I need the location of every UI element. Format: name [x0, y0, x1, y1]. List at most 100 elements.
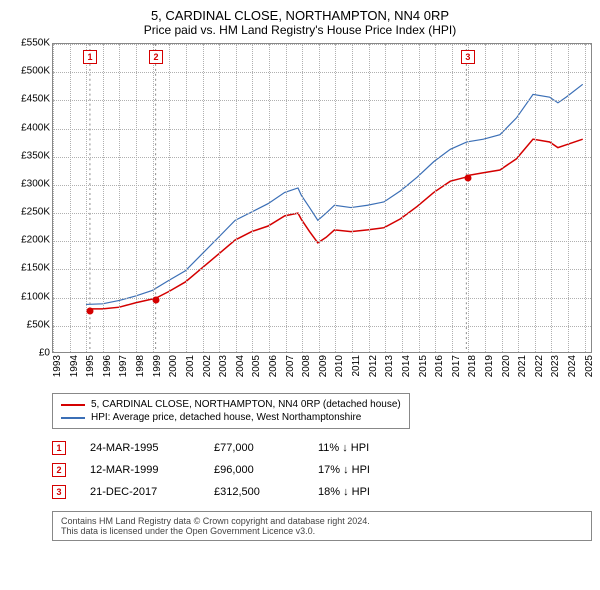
h-gridline [53, 100, 591, 101]
x-tick-label: 2024 [567, 355, 578, 377]
v-gridline [53, 44, 54, 352]
v-gridline [502, 44, 503, 352]
x-tick-label: 2017 [451, 355, 462, 377]
sales-table: 124-MAR-1995£77,00011% ↓ HPI212-MAR-1999… [52, 437, 592, 503]
legend-row: 5, CARDINAL CLOSE, NORTHAMPTON, NN4 0RP … [61, 398, 401, 411]
v-gridline [302, 44, 303, 352]
legend-label: HPI: Average price, detached house, West… [91, 412, 361, 423]
sale-dot [153, 296, 160, 303]
v-gridline [568, 44, 569, 352]
x-tick-label: 2010 [334, 355, 345, 377]
x-tick-label: 2009 [318, 355, 329, 377]
x-tick-label: 1997 [118, 355, 129, 377]
v-gridline [269, 44, 270, 352]
x-tick-label: 2006 [268, 355, 279, 377]
x-tick-label: 2016 [434, 355, 445, 377]
sale-row-price: £77,000 [214, 442, 294, 454]
x-tick-label: 1995 [85, 355, 96, 377]
sale-row-diff: 11% ↓ HPI [318, 442, 418, 454]
chart-area: £0£50K£100K£150K£200K£250K£300K£350K£400… [8, 43, 592, 387]
legend: 5, CARDINAL CLOSE, NORTHAMPTON, NN4 0RP … [52, 393, 410, 429]
x-tick-label: 1998 [135, 355, 146, 377]
sale-row-num: 1 [52, 441, 66, 455]
x-tick-label: 2003 [218, 355, 229, 377]
sale-row: 321-DEC-2017£312,50018% ↓ HPI [52, 481, 592, 503]
chart-title: 5, CARDINAL CLOSE, NORTHAMPTON, NN4 0RP [8, 8, 592, 23]
sale-row: 1 24-MAR-1995 £77,000 11% ↓ HPI [52, 437, 592, 459]
sale-row-num: 3 [52, 485, 66, 499]
x-tick-label: 2002 [202, 355, 213, 377]
y-tick-label: £0 [39, 348, 50, 359]
v-gridline [252, 44, 253, 352]
line-series-svg [53, 44, 591, 352]
sale-row-date: 21-DEC-2017 [90, 486, 190, 498]
legend-swatch [61, 417, 85, 419]
x-tick-label: 2020 [501, 355, 512, 377]
v-gridline [402, 44, 403, 352]
series-line-hpi [86, 84, 583, 304]
x-tick-label: 2014 [401, 355, 412, 377]
legend-row: HPI: Average price, detached house, West… [61, 411, 401, 424]
v-gridline [535, 44, 536, 352]
sale-row-diff: 18% ↓ HPI [318, 486, 418, 498]
footer-line1: Contains HM Land Registry data © Crown c… [61, 516, 583, 526]
sale-row-diff: 17% ↓ HPI [318, 464, 418, 476]
v-gridline [136, 44, 137, 352]
v-gridline [518, 44, 519, 352]
x-tick-label: 2012 [368, 355, 379, 377]
x-tick-label: 2023 [550, 355, 561, 377]
v-gridline [219, 44, 220, 352]
v-gridline [203, 44, 204, 352]
v-gridline [319, 44, 320, 352]
v-gridline [186, 44, 187, 352]
sale-dot [464, 174, 471, 181]
v-gridline [70, 44, 71, 352]
v-gridline [236, 44, 237, 352]
x-tick-label: 2008 [301, 355, 312, 377]
x-tick-label: 2000 [168, 355, 179, 377]
sale-row-num: 2 [52, 463, 66, 477]
x-tick-label: 2025 [584, 355, 595, 377]
y-tick-label: £150K [21, 263, 50, 274]
y-tick-label: £450K [21, 94, 50, 105]
v-gridline [103, 44, 104, 352]
y-tick-label: £500K [21, 66, 50, 77]
sale-marker-box: 3 [461, 50, 475, 64]
footer-attribution: Contains HM Land Registry data © Crown c… [52, 511, 592, 541]
h-gridline [53, 72, 591, 73]
x-tick-label: 1994 [69, 355, 80, 377]
v-gridline [419, 44, 420, 352]
sale-marker-box: 1 [83, 50, 97, 64]
v-gridline [551, 44, 552, 352]
y-axis: £0£50K£100K£150K£200K£250K£300K£350K£400… [8, 43, 52, 353]
x-tick-label: 2022 [534, 355, 545, 377]
y-tick-label: £400K [21, 122, 50, 133]
h-gridline [53, 185, 591, 186]
legend-label: 5, CARDINAL CLOSE, NORTHAMPTON, NN4 0RP … [91, 399, 401, 410]
h-gridline [53, 157, 591, 158]
h-gridline [53, 44, 591, 45]
h-gridline [53, 213, 591, 214]
v-gridline [452, 44, 453, 352]
h-gridline [53, 129, 591, 130]
v-gridline [468, 44, 469, 352]
v-gridline [352, 44, 353, 352]
footer-line2: This data is licensed under the Open Gov… [61, 526, 583, 536]
h-gridline [53, 326, 591, 327]
y-tick-label: £100K [21, 291, 50, 302]
v-gridline [435, 44, 436, 352]
chart-subtitle: Price paid vs. HM Land Registry's House … [8, 23, 592, 37]
x-tick-label: 2018 [467, 355, 478, 377]
x-tick-label: 2013 [384, 355, 395, 377]
x-tick-label: 2015 [418, 355, 429, 377]
x-tick-label: 2011 [351, 355, 362, 377]
sale-row-price: £96,000 [214, 464, 294, 476]
v-gridline [119, 44, 120, 352]
h-gridline [53, 298, 591, 299]
v-gridline [86, 44, 87, 352]
x-tick-label: 2005 [251, 355, 262, 377]
y-tick-label: £200K [21, 235, 50, 246]
y-tick-label: £250K [21, 207, 50, 218]
x-tick-label: 1996 [102, 355, 113, 377]
sale-row-date: 24-MAR-1995 [90, 442, 190, 454]
